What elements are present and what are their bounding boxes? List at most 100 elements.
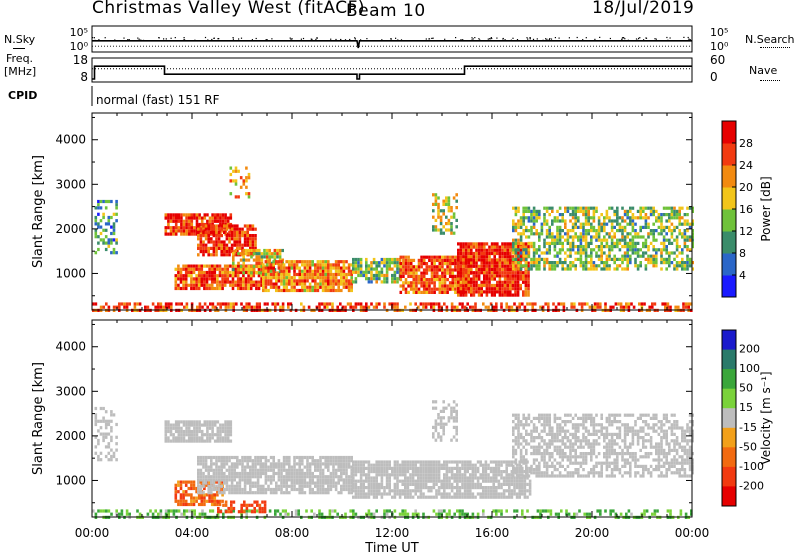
data-cell (519, 232, 523, 236)
data-cell (272, 471, 275, 476)
data-cell (350, 468, 353, 472)
data-cell (195, 499, 198, 503)
data-cell (228, 253, 231, 257)
data-cell (396, 486, 399, 490)
data-cell (230, 246, 234, 250)
data-cell (267, 487, 270, 492)
data-cell (578, 509, 581, 513)
data-cell (354, 305, 358, 309)
data-cell (249, 234, 252, 238)
data-cell (334, 487, 338, 492)
data-cell (324, 462, 327, 466)
data-cell (626, 241, 629, 245)
data-cell (561, 216, 564, 220)
noise-dot (140, 39, 142, 41)
data-cell (582, 264, 585, 268)
data-cell (228, 471, 231, 476)
data-cell (102, 432, 105, 436)
data-cell (543, 267, 546, 271)
data-cell (303, 475, 307, 479)
data-cell (683, 261, 687, 265)
data-cell (211, 305, 215, 309)
data-cell (665, 245, 668, 249)
data-cell (674, 305, 677, 309)
data-cell (94, 416, 98, 420)
data-cell (229, 213, 233, 217)
data-cell (480, 245, 483, 249)
data-cell (267, 288, 270, 293)
data-cell (480, 248, 483, 252)
data-cell (244, 277, 248, 281)
data-cell (159, 302, 163, 306)
data-cell (414, 470, 417, 474)
data-cell (180, 232, 183, 236)
data-cell (571, 235, 575, 239)
data-cell (564, 238, 567, 242)
data-cell (99, 426, 103, 430)
data-cell (182, 480, 185, 484)
data-cell (523, 305, 527, 309)
data-cell (668, 241, 671, 245)
data-cell (545, 219, 549, 223)
data-cell (448, 512, 451, 516)
data-cell (547, 305, 550, 309)
noise-dot (687, 36, 689, 39)
data-cell (470, 287, 473, 291)
data-cell (306, 285, 309, 289)
data-cell (231, 277, 235, 281)
data-cell (125, 305, 129, 309)
data-cell (212, 240, 216, 244)
data-cell (262, 269, 265, 273)
data-cell (224, 219, 227, 223)
data-cell (448, 274, 452, 278)
data-cell (321, 266, 325, 270)
data-cell (254, 468, 257, 472)
data-cell (273, 248, 277, 253)
data-cell (187, 219, 191, 223)
data-cell (417, 262, 421, 266)
data-cell (462, 274, 465, 278)
data-cell (157, 302, 160, 306)
data-cell (569, 248, 572, 252)
data-cell (254, 234, 257, 238)
data-cell (303, 282, 307, 286)
data-cell (409, 489, 412, 493)
data-cell (577, 257, 580, 261)
data-cell (634, 264, 637, 268)
data-cell (274, 302, 277, 306)
data-cell (558, 235, 562, 239)
data-cell (558, 225, 562, 229)
data-cell (232, 271, 235, 275)
data-cell (540, 251, 544, 255)
data-cell (417, 290, 421, 294)
data-cell (255, 264, 258, 269)
data-cell (683, 232, 687, 236)
data-cell (207, 487, 210, 492)
data-cell (202, 459, 205, 463)
data-cell (198, 213, 201, 217)
data-cell (422, 492, 425, 496)
data-cell (280, 282, 283, 286)
data-cell (180, 216, 183, 220)
data-cell (678, 213, 681, 217)
data-cell (345, 468, 348, 472)
data-cell (210, 240, 213, 244)
data-cell (285, 468, 288, 472)
data-cell (239, 268, 243, 272)
data-cell (605, 264, 609, 268)
data-cell (417, 470, 420, 474)
data-cell (409, 495, 412, 499)
noise-dot (183, 37, 185, 39)
data-cell (404, 479, 407, 483)
data-cell (393, 470, 397, 474)
noise-dot (142, 39, 145, 41)
data-cell (308, 478, 312, 482)
data-cell (522, 251, 525, 255)
data-cell (332, 272, 335, 277)
data-cell (655, 209, 658, 213)
data-cell (508, 305, 511, 309)
data-cell (345, 276, 348, 280)
data-cell (406, 512, 410, 516)
data-cell (404, 271, 408, 275)
data-cell (107, 442, 111, 446)
